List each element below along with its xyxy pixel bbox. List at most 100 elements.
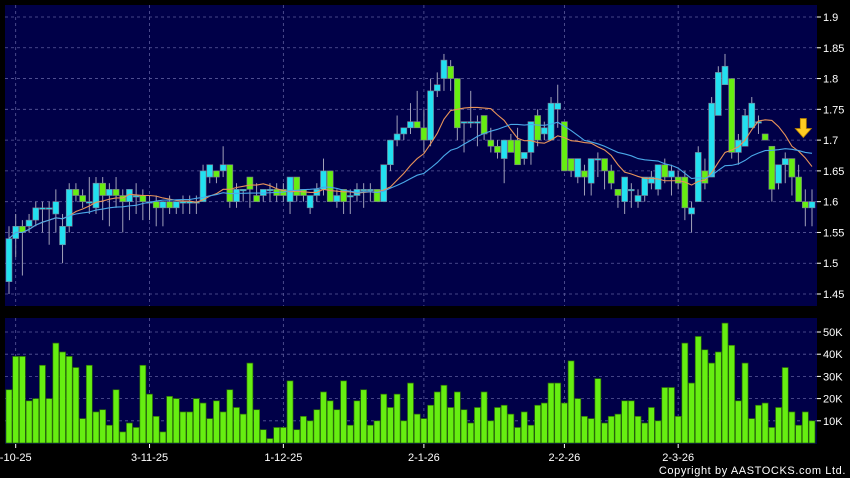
price-tick-label: 1.55 [823, 227, 844, 239]
volume-bar [12, 356, 20, 444]
candle-up [199, 170, 207, 202]
volume-bar [581, 416, 588, 444]
volume-bar [735, 400, 742, 444]
candle-up [367, 189, 374, 192]
volume-bar [72, 367, 80, 444]
volume-tick-label: 50K [823, 327, 843, 339]
date-tick-label: 3-11-25 [131, 452, 168, 464]
candle-up [233, 189, 240, 202]
candle-up [527, 121, 535, 153]
candle-up [219, 164, 227, 172]
volume-bar [353, 400, 361, 444]
date-tick-label: 2-3-26 [662, 452, 694, 464]
volume-bar [634, 416, 642, 444]
volume-bar [380, 393, 388, 444]
volume-bar [440, 384, 448, 444]
date-tick-label: 2-2-26 [549, 452, 581, 464]
candle-down [447, 65, 454, 79]
volume-bar [788, 411, 796, 444]
volume-bar [507, 413, 515, 444]
volume-bar [52, 342, 60, 444]
candle-down [567, 158, 575, 172]
candle-up [266, 189, 274, 192]
volume-bar [59, 351, 66, 444]
candle-up [715, 72, 722, 116]
volume-bar [39, 364, 46, 444]
volume-bar [99, 409, 107, 444]
candle-down [79, 195, 86, 202]
volume-bar [219, 411, 227, 444]
candle-up [320, 170, 327, 190]
volume-bar [567, 360, 575, 444]
volume-bar [728, 344, 736, 444]
candle-up [380, 164, 388, 202]
volume-bar [367, 424, 374, 444]
candle-up [346, 195, 354, 198]
volume-bar [447, 407, 454, 444]
candle-up [634, 195, 642, 202]
volume-bar [694, 336, 702, 444]
candle-down [293, 176, 301, 196]
candle-up [32, 207, 40, 221]
volume-bar [112, 389, 120, 444]
volume-bar [259, 429, 267, 444]
volume-bar [681, 342, 689, 444]
volume-bar [326, 400, 334, 444]
candle-up [741, 115, 749, 147]
volume-bar [768, 427, 776, 444]
candle-down [119, 195, 127, 202]
candle-down [112, 189, 120, 196]
volume-bar [166, 396, 173, 444]
volume-bar [500, 404, 508, 444]
candle-up [393, 133, 401, 141]
candle-up [407, 121, 414, 129]
date-axis: -10-25 3-11-25 1-12-25 2-1-26 2-2-26 2-3-26 [0, 444, 694, 464]
candle-up [440, 59, 448, 79]
candles [5, 53, 816, 294]
candle-up [668, 170, 675, 178]
volume-bar [474, 407, 481, 444]
volume-bar [614, 413, 622, 444]
candle-down [601, 158, 608, 172]
volume-bar [407, 382, 414, 444]
volume-bar [273, 427, 281, 444]
volume-bar [514, 427, 521, 444]
volume-bar [621, 400, 628, 444]
candle-up [239, 189, 247, 192]
volume-tick-label: 30K [823, 371, 843, 383]
candle-up [45, 207, 53, 210]
candle-down [681, 176, 689, 209]
volume-bar [146, 393, 153, 444]
candle-down [454, 78, 461, 129]
price-tick-label: 1.8 [823, 74, 838, 86]
volume-bar [213, 400, 220, 444]
candle-up [520, 152, 528, 159]
volume-bar [179, 411, 187, 444]
volume-bar [340, 380, 347, 444]
candle-up [460, 121, 468, 124]
candle-up [721, 65, 729, 86]
price-tick-label: 1.6 [823, 197, 838, 209]
volume-bar [400, 420, 408, 444]
volume-bar [775, 407, 782, 444]
volume-axis: 50K 40K 30K 20K 10K [817, 327, 843, 428]
moving-average-line-10 [8, 106, 813, 240]
volume-bar [427, 404, 434, 444]
price-axis: 1.9 1.85 1.8 1.75 1.7 1.65 1.6 1.55 1.5 1.45 [817, 12, 844, 301]
volume-bar [601, 422, 608, 444]
volume-bar [193, 398, 200, 444]
volume-bar [748, 418, 756, 444]
volume-bar [266, 438, 274, 444]
volume-bar [32, 398, 40, 444]
candle-down [534, 115, 541, 141]
candle-down [413, 121, 421, 129]
candle-down [607, 170, 615, 184]
candle-up [694, 152, 702, 202]
volume-tick-label: 40K [823, 349, 843, 361]
candle-up [547, 102, 555, 141]
price-tick-label: 1.9 [823, 12, 838, 24]
volume-bar [648, 407, 655, 444]
candle-up [500, 139, 508, 159]
volume-bar [293, 429, 301, 444]
volume-bar [795, 424, 802, 444]
